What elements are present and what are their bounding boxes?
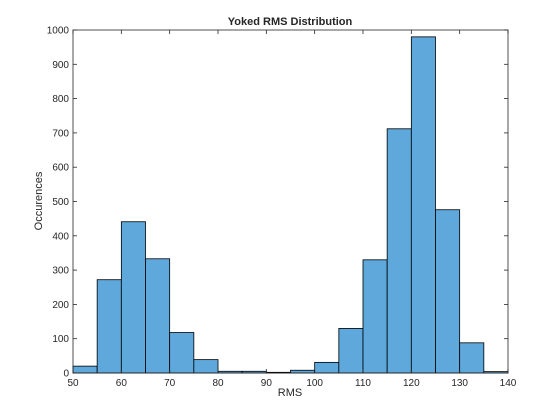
x-tick-label: 140: [500, 378, 517, 389]
y-tick-label: 900: [52, 60, 69, 71]
y-tick-label: 1000: [47, 26, 70, 37]
histogram-bar-9: [290, 369, 316, 374]
x-tick-label: 80: [212, 378, 224, 389]
y-axis-label: Occurences: [33, 171, 45, 230]
x-tick-label: 100: [306, 378, 323, 389]
x-tick-label: 90: [261, 378, 273, 389]
y-tick-label: 700: [52, 128, 69, 139]
bars-group: [72, 36, 509, 374]
x-tick-label: 110: [355, 378, 371, 389]
histogram-bar-16: [459, 342, 485, 374]
y-tick-label: 0: [63, 369, 69, 380]
x-tick-label: 70: [164, 378, 176, 389]
x-axis: 50 60 70 80 90 100 110 120 130 140: [67, 30, 517, 389]
y-tick-label: 800: [52, 94, 69, 105]
y-tick-label: 600: [52, 163, 69, 174]
histogram-bar-14: [410, 36, 436, 374]
histogram-bar-15: [435, 209, 461, 374]
histogram-bar-3: [145, 258, 171, 374]
y-tick-label: 400: [52, 231, 69, 242]
x-axis-label: RMS: [278, 387, 302, 399]
x-tick-label: 130: [451, 378, 468, 389]
x-tick-label: 50: [67, 378, 79, 389]
x-tick-label: 120: [403, 378, 420, 389]
histogram-bar-10: [314, 361, 340, 374]
histogram-bar-2: [120, 221, 146, 374]
y-tick-label: 200: [52, 300, 69, 311]
y-axis: 0 100 200 300 400 500 600 700 800 900 1000: [47, 26, 508, 380]
chart-title: Yoked RMS Distribution: [228, 16, 353, 28]
histogram-bar-12: [362, 259, 388, 374]
histogram-bar-13: [386, 128, 412, 374]
x-tick-label: 60: [116, 378, 128, 389]
y-tick-label: 500: [52, 197, 69, 208]
y-tick-label: 100: [52, 334, 69, 345]
y-tick-label: 300: [52, 266, 69, 277]
histogram-bar-4: [169, 332, 195, 374]
histogram-bar-0: [72, 365, 98, 374]
histogram-bar-5: [193, 359, 219, 374]
histogram-bar-11: [338, 328, 364, 374]
histogram-bar-1: [96, 279, 122, 374]
